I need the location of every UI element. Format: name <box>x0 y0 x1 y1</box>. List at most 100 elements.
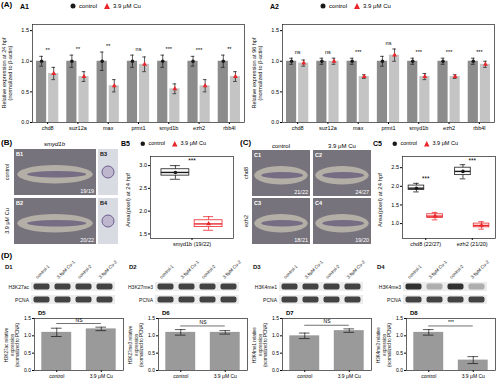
svg-text:ezh2: ezh2 <box>443 125 455 131</box>
svg-text:2.5: 2.5 <box>139 185 147 191</box>
svg-text:3.9 μM Cu: 3.9 μM Cu <box>4 208 10 233</box>
svg-text:**: ** <box>46 47 51 53</box>
svg-text:3.9 μM Cu: 3.9 μM Cu <box>90 373 113 379</box>
svg-text:***: *** <box>196 47 203 53</box>
svg-text:1.5: 1.5 <box>391 202 399 208</box>
svg-text:0.0: 0.0 <box>396 367 403 373</box>
svg-text:1.0: 1.0 <box>21 58 29 64</box>
svg-text:1.5: 1.5 <box>148 315 155 321</box>
svg-text:0.0: 0.0 <box>21 119 29 125</box>
svg-text:***: *** <box>166 46 173 52</box>
svg-text:1.5: 1.5 <box>24 315 31 321</box>
svg-text:1.0: 1.0 <box>391 220 399 226</box>
svg-text:0.0: 0.0 <box>272 367 279 373</box>
svg-text:B1: B1 <box>16 151 23 157</box>
svg-text:H3K27me3: H3K27me3 <box>128 284 153 290</box>
svg-text:H3K27me3 relativeexpression(no: H3K27me3 relativeexpression(normalized t… <box>128 323 143 367</box>
svg-text:NS: NS <box>76 317 84 323</box>
svg-text:0.5: 0.5 <box>24 350 31 356</box>
svg-text:ezh2: ezh2 <box>193 125 205 131</box>
svg-text:B4: B4 <box>100 200 108 206</box>
svg-text:suz12a: suz12a <box>69 125 88 131</box>
svg-text:2.0: 2.0 <box>139 208 147 214</box>
svg-text:**: ** <box>106 43 111 49</box>
svg-text:1.5: 1.5 <box>272 315 279 321</box>
svg-text:smyd1b: smyd1b <box>409 125 428 131</box>
svg-text:control: control <box>421 373 436 379</box>
svg-text:**: ** <box>227 46 232 52</box>
svg-text:control-2: control-2 <box>449 263 465 279</box>
svg-text:H3K4me3 relativeexpression(nor: H3K4me3 relativeexpression(normalized to… <box>376 323 391 367</box>
svg-text:0.5: 0.5 <box>148 350 155 356</box>
svg-text:chd8 (22/27): chd8 (22/27) <box>410 241 441 247</box>
svg-text:Relative expression at 96 hpf(: Relative expression at 96 hpf(normalized… <box>251 37 263 108</box>
svg-text:3.9 μM Cu: 3.9 μM Cu <box>338 373 361 379</box>
svg-text:0.5: 0.5 <box>271 89 279 95</box>
svg-text:H3K27ac: H3K27ac <box>8 284 29 290</box>
svg-text:3.9μM Cu-2: 3.9μM Cu-2 <box>346 259 367 280</box>
svg-text:B3: B3 <box>100 151 107 157</box>
svg-text:control: control <box>173 373 188 379</box>
svg-text:3.9μM Cu-1: 3.9μM Cu-1 <box>56 259 77 280</box>
svg-text:1.5: 1.5 <box>21 27 29 33</box>
svg-text:18/21: 18/21 <box>294 237 308 243</box>
svg-text:prmt1: prmt1 <box>381 125 395 131</box>
svg-text:***: *** <box>355 49 362 55</box>
svg-text:control-2: control-2 <box>325 263 341 279</box>
svg-text:ns: ns <box>325 49 331 55</box>
svg-text:***: *** <box>468 157 476 164</box>
svg-text:rbb4l: rbb4l <box>223 125 235 131</box>
svg-text:H3K27ac relativeexpression(nor: H3K27ac relativeexpression(normalized to… <box>4 323 19 367</box>
svg-text:smyd1b (19/22): smyd1b (19/22) <box>173 241 211 247</box>
svg-text:21/22: 21/22 <box>294 189 308 195</box>
svg-text:0.5: 0.5 <box>21 89 29 95</box>
svg-text:smyd1b: smyd1b <box>159 125 178 131</box>
svg-text:***: *** <box>476 49 483 55</box>
svg-text:3.9μM Cu-1: 3.9μM Cu-1 <box>428 259 449 280</box>
svg-text:1.0: 1.0 <box>272 332 279 338</box>
svg-text:control-1: control-1 <box>283 263 299 279</box>
svg-text:D3: D3 <box>253 264 261 270</box>
svg-text:ezh2: ezh2 <box>243 215 249 227</box>
svg-text:1.5: 1.5 <box>271 27 279 33</box>
svg-text:max: max <box>353 125 364 131</box>
svg-text:chd8: chd8 <box>243 167 249 179</box>
svg-text:2.5: 2.5 <box>391 164 399 170</box>
svg-text:***: *** <box>416 49 423 55</box>
svg-text:PCNA: PCNA <box>139 297 154 303</box>
svg-text:prmt1: prmt1 <box>131 125 145 131</box>
svg-text:chd8: chd8 <box>292 125 304 131</box>
svg-text:PCNA: PCNA <box>387 297 402 303</box>
svg-text:3.9 μM Cu: 3.9 μM Cu <box>214 373 237 379</box>
svg-text:ns: ns <box>136 46 142 52</box>
svg-text:C2: C2 <box>315 152 322 158</box>
svg-text:B2: B2 <box>16 200 23 206</box>
svg-text:control-1: control-1 <box>159 263 175 279</box>
svg-text:1.0: 1.0 <box>24 332 31 338</box>
svg-text:control-2: control-2 <box>201 263 217 279</box>
svg-text:3.9μM Cu-2: 3.9μM Cu-2 <box>98 259 119 280</box>
svg-text:24/27: 24/27 <box>355 189 369 195</box>
svg-text:D4: D4 <box>377 264 385 270</box>
svg-text:PCNA: PCNA <box>15 297 30 303</box>
svg-text:control: control <box>49 373 64 379</box>
svg-text:19/20: 19/20 <box>355 237 369 243</box>
svg-text:3.0: 3.0 <box>139 162 147 168</box>
svg-text:Relative expression at 24 hpf(: Relative expression at 24 hpf(normalized… <box>1 37 13 108</box>
svg-text:3.9μM Cu-1: 3.9μM Cu-1 <box>180 259 201 280</box>
svg-text:***: *** <box>422 175 430 182</box>
svg-text:control: control <box>4 164 10 181</box>
svg-text:C4: C4 <box>315 200 323 206</box>
svg-text:NS: NS <box>324 318 332 324</box>
svg-text:H3K4me1: H3K4me1 <box>255 284 277 290</box>
svg-text:20/22: 20/22 <box>80 237 94 243</box>
svg-text:ns: ns <box>295 49 301 55</box>
svg-text:ezh2 (21/20): ezh2 (21/20) <box>457 241 488 247</box>
svg-text:0.0: 0.0 <box>148 367 155 373</box>
svg-text:1.0: 1.0 <box>396 332 403 338</box>
svg-text:max: max <box>103 125 114 131</box>
svg-text:NS: NS <box>200 319 208 325</box>
svg-text:3.9μM Cu-2: 3.9μM Cu-2 <box>470 259 491 280</box>
svg-text:Area(pixel) at 24 hpf: Area(pixel) at 24 hpf <box>377 173 383 227</box>
svg-text:0.0: 0.0 <box>271 119 279 125</box>
